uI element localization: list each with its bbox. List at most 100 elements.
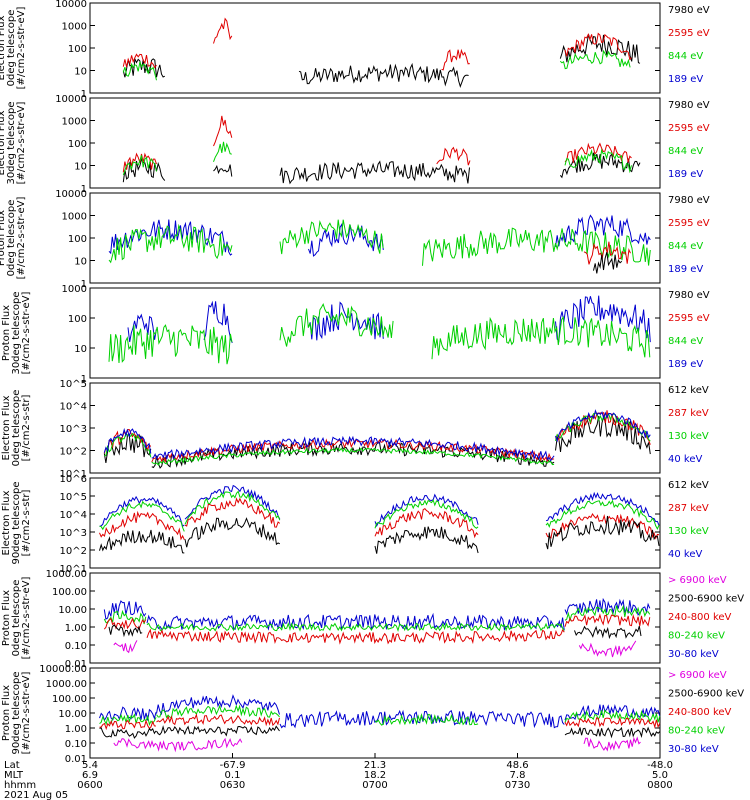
series-line bbox=[99, 500, 185, 532]
series-trace bbox=[122, 17, 632, 71]
y-axis-label-line: 0deg telescope bbox=[6, 200, 17, 277]
date-label: 2021 Aug 05 bbox=[4, 790, 68, 800]
y-axis-label: MEPEDElectron Flux0deg telescope[#/cm2-s… bbox=[0, 390, 32, 467]
legend-entry: 7980 eV bbox=[668, 5, 710, 16]
series-line bbox=[184, 490, 281, 525]
series-line bbox=[555, 414, 651, 455]
y-axis-label-line: Proton Flux bbox=[1, 685, 12, 741]
y-axis-label-line: [#/cm2-s-str-eV] bbox=[21, 577, 32, 660]
y-axis-label-line: [#/cm2-s-str-eV] bbox=[16, 7, 27, 90]
series-line bbox=[374, 526, 479, 554]
y-axis-label: MEPEDProton Flux0deg telescope[#/cm2-s-s… bbox=[0, 577, 32, 660]
y-tick-label: 100.00 bbox=[52, 587, 87, 598]
y-tick-label: 1000 bbox=[62, 22, 87, 33]
series-line bbox=[545, 499, 660, 531]
series-trace bbox=[99, 725, 661, 739]
series-line bbox=[422, 227, 651, 266]
y-axis-label-line: MEPED bbox=[0, 505, 2, 540]
legend-entry: 2595 eV bbox=[668, 313, 710, 324]
series-line bbox=[122, 57, 166, 78]
series-trace bbox=[122, 141, 632, 176]
y-tick-label: 10 bbox=[74, 344, 87, 355]
series-line bbox=[127, 313, 157, 343]
series-line bbox=[374, 508, 479, 539]
y-tick-label: 1.00 bbox=[65, 724, 87, 735]
series-line bbox=[99, 529, 185, 554]
series-line bbox=[564, 726, 661, 739]
panel-frame bbox=[89, 97, 661, 189]
panel-7: 1000.00 100.00 10.00 1.00 0.10 0.01 MEPEDProto… bbox=[0, 569, 744, 670]
legend-entry: 80-240 keV bbox=[668, 631, 725, 642]
series-line bbox=[108, 624, 143, 638]
y-tick-label: 10^5 bbox=[60, 492, 87, 503]
y-tick-label: 10 bbox=[74, 257, 87, 268]
y-tick-label: 1000 bbox=[62, 284, 87, 295]
series-trace bbox=[593, 251, 623, 274]
legend-entry: 287 keV bbox=[668, 408, 709, 419]
y-tick-label: 100 bbox=[68, 139, 87, 150]
series-trace bbox=[103, 597, 651, 631]
y-axis-label-line: 30deg telescope bbox=[11, 291, 22, 374]
series-line bbox=[146, 622, 565, 633]
y-tick-label: 10000 bbox=[55, 94, 87, 105]
legend-entry: 2595 eV bbox=[668, 123, 710, 134]
x-tick-label-mlt: 6.9 bbox=[82, 770, 98, 781]
series-line bbox=[593, 251, 623, 274]
y-tick-label: 10000 bbox=[55, 0, 87, 10]
series-line bbox=[146, 612, 565, 631]
series-trace bbox=[108, 624, 642, 640]
y-tick-label: 1 bbox=[81, 374, 87, 385]
x-tick-label-mlt: 7.8 bbox=[510, 770, 526, 781]
y-tick-label: 1000.00 bbox=[46, 569, 87, 580]
series-line bbox=[99, 495, 185, 527]
legend-entry: 612 keV bbox=[668, 385, 709, 396]
legend-entry: 7980 eV bbox=[668, 100, 710, 111]
series-line bbox=[279, 219, 384, 255]
legend-entry: 80-240 keV bbox=[668, 726, 725, 737]
y-tick-label: 100 bbox=[68, 314, 87, 325]
y-axis-label-line: Electron Flux bbox=[0, 15, 7, 80]
series-line bbox=[308, 222, 384, 257]
legend-entry: 30-80 keV bbox=[668, 649, 719, 660]
y-axis-label-line: [#/cm2-s-str-eV] bbox=[16, 102, 27, 185]
series-trace bbox=[127, 295, 651, 344]
series-line bbox=[441, 48, 470, 71]
panel-6: 10^6 10^5 10^4 10^3 10^2 10^1 MEPEDElectron Fl… bbox=[0, 474, 709, 575]
legend-entry: 287 keV bbox=[668, 503, 709, 514]
series-line bbox=[146, 628, 565, 645]
legend-entry: 189 eV bbox=[668, 74, 703, 85]
x-tick-label-lat: 48.6 bbox=[506, 760, 528, 771]
x-tick-label-hhmm: 0800 bbox=[647, 780, 672, 791]
series-line bbox=[436, 146, 471, 166]
panel-frame bbox=[89, 287, 661, 379]
y-axis-label-line: 90deg telescope bbox=[11, 481, 22, 564]
y-axis-label: Electron Flux0deg telescope[#/cm2-s-str-… bbox=[0, 7, 27, 90]
series-line bbox=[564, 709, 661, 723]
series-line bbox=[108, 324, 233, 365]
x-tick-label-lat: 21.3 bbox=[364, 760, 386, 771]
series-line bbox=[279, 302, 394, 347]
series-line bbox=[184, 484, 281, 520]
y-tick-label: 10000.00 bbox=[39, 664, 87, 675]
series-line bbox=[113, 640, 138, 654]
legend-entry: 844 eV bbox=[668, 336, 703, 347]
y-tick-label: 100 bbox=[68, 44, 87, 55]
legend-entry: 189 eV bbox=[668, 359, 703, 370]
series-line bbox=[564, 148, 632, 174]
series-line bbox=[279, 709, 565, 729]
y-tick-label: 1 bbox=[81, 89, 87, 100]
series-line bbox=[574, 625, 642, 640]
panel-8: 10000.00 1000.00 100.00 10.00 1.00 0.10 0.01 ME… bbox=[0, 664, 744, 765]
series-trace bbox=[99, 490, 660, 532]
y-tick-label: 10^4 bbox=[60, 402, 87, 413]
series-line bbox=[99, 719, 157, 731]
legend-entry: 844 eV bbox=[668, 51, 703, 62]
legend-entry: 30-80 keV bbox=[668, 744, 719, 755]
y-axis-label-line: Electron Flux bbox=[1, 395, 12, 460]
series-line bbox=[559, 49, 631, 70]
legend-entry: 240-800 keV bbox=[668, 707, 732, 718]
y-axis-label-line: 0deg telescope bbox=[11, 390, 22, 467]
series-line bbox=[431, 315, 651, 360]
